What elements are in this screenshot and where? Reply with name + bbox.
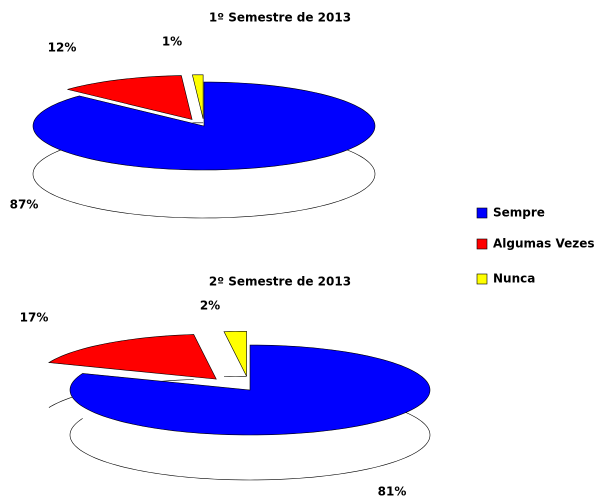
legend-swatch	[476, 238, 488, 250]
data-label: 17%	[20, 311, 49, 325]
legend-swatch	[476, 273, 488, 285]
data-label: 87%	[10, 198, 39, 212]
legend-label: Sempre	[493, 206, 545, 220]
data-label: 81%	[378, 485, 407, 499]
slice-top	[192, 74, 204, 119]
slice-top	[32, 81, 376, 171]
legend-label: Algumas Vezes	[493, 237, 595, 251]
data-label: 1%	[162, 35, 182, 49]
slice-top	[223, 330, 247, 377]
data-label: 2%	[200, 299, 220, 313]
legend-swatch	[476, 207, 488, 219]
legend-label: Nunca	[493, 272, 535, 286]
data-label: 12%	[48, 41, 77, 55]
pie-slice	[223, 330, 247, 422]
chart-title: 2º Semestre de 2013	[209, 275, 351, 289]
slice-top	[69, 344, 431, 436]
pie-slice	[192, 74, 204, 167]
slice-top	[67, 75, 193, 120]
slice-top	[47, 334, 217, 380]
pie-slice	[69, 344, 431, 481]
pie-slice	[32, 81, 376, 219]
chart-title: 1º Semestre de 2013	[209, 11, 351, 25]
